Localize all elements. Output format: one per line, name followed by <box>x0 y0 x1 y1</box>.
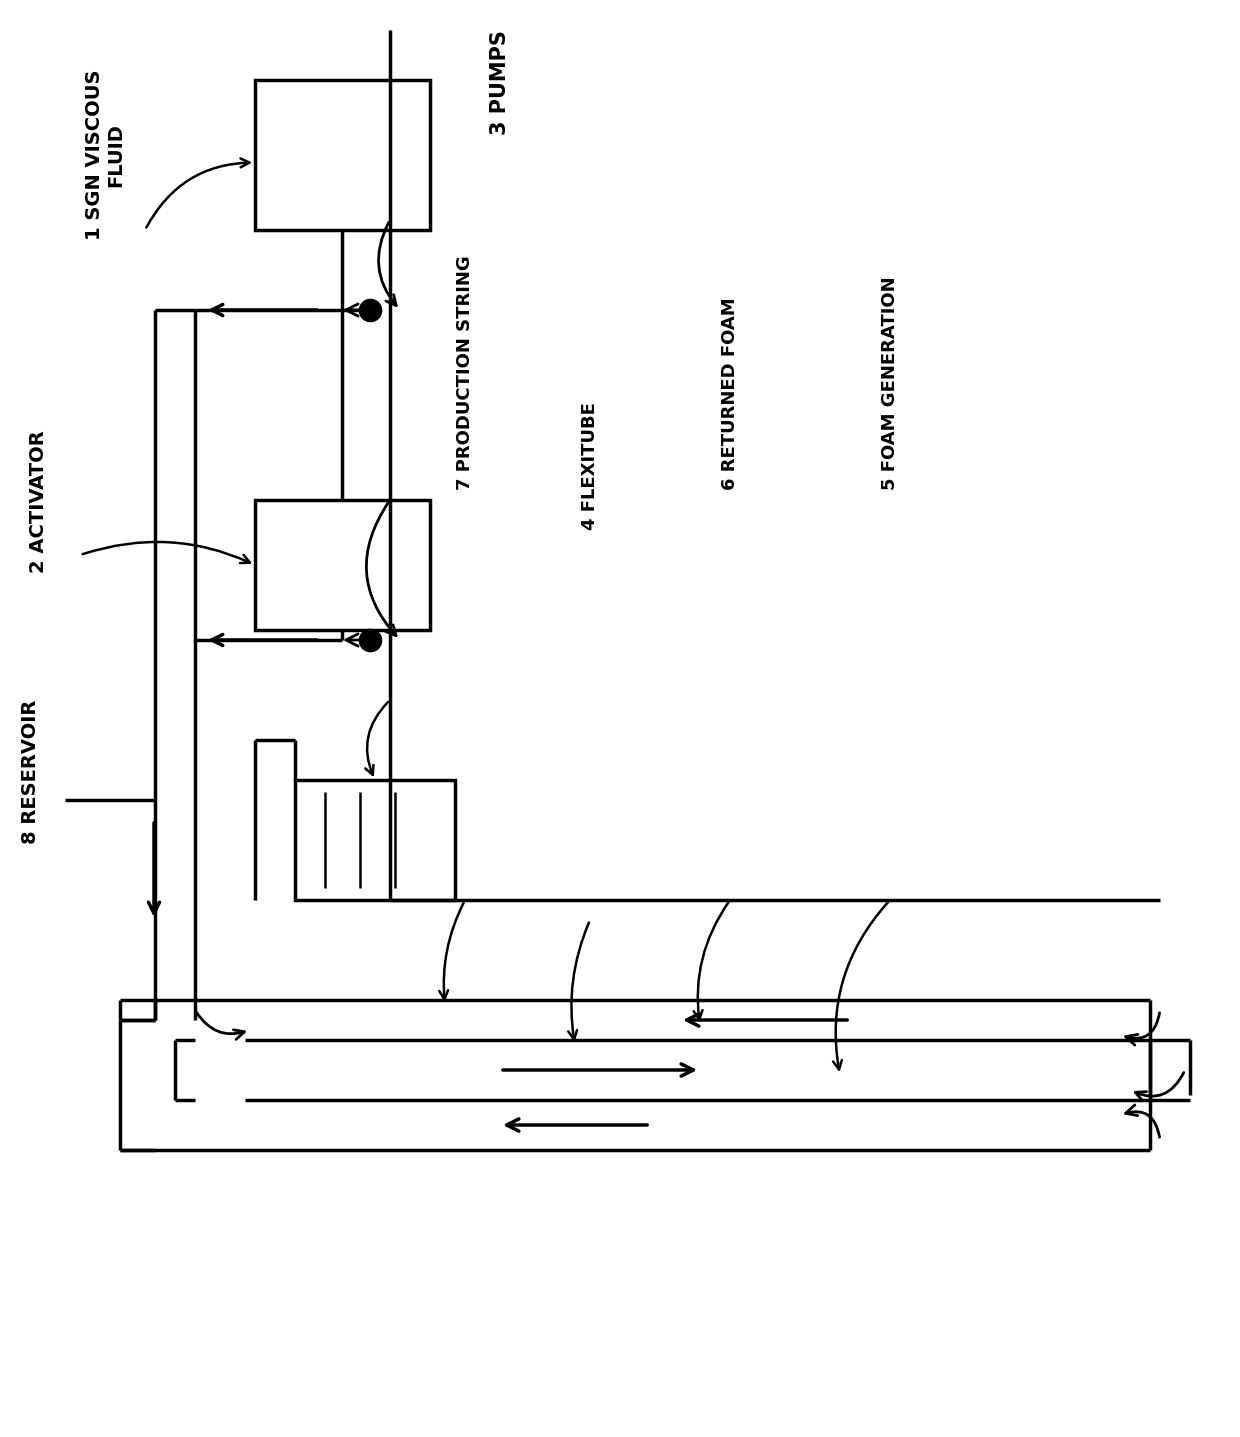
Bar <box>255 500 430 629</box>
Text: 1 SGN VISCOUS
FLUID: 1 SGN VISCOUS FLUID <box>84 70 125 240</box>
Text: 7 PRODUCTION STRING: 7 PRODUCTION STRING <box>456 256 474 490</box>
Text: 6 RETURNED FOAM: 6 RETURNED FOAM <box>720 297 739 490</box>
Text: 4 FLEXITUBE: 4 FLEXITUBE <box>582 402 599 530</box>
Bar <box>255 80 430 230</box>
Bar <box>295 780 455 900</box>
Text: 2 ACTIVATOR: 2 ACTIVATOR <box>29 430 47 573</box>
Text: 3 PUMPS: 3 PUMPS <box>490 30 510 135</box>
Text: 5 FOAM GENERATION: 5 FOAM GENERATION <box>880 276 899 490</box>
Text: 8 RESERVOIR: 8 RESERVOIR <box>21 700 40 845</box>
